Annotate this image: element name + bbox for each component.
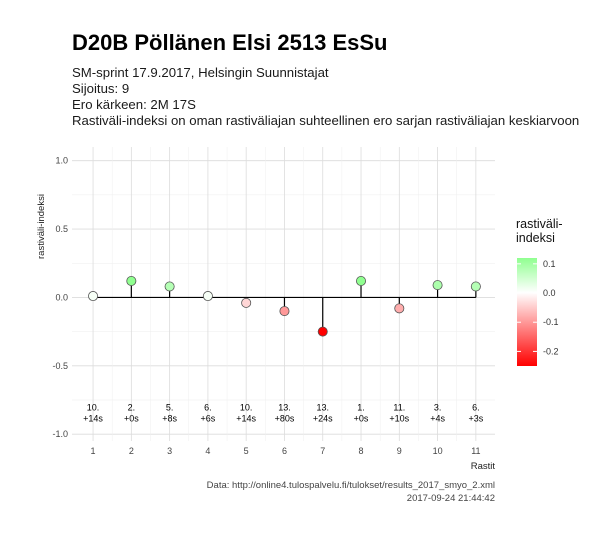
subtitle-event: SM-sprint 17.9.2017, Helsingin Suunnista… xyxy=(72,65,329,80)
data-point xyxy=(126,276,137,287)
data-point xyxy=(394,303,405,314)
data-point xyxy=(356,276,367,287)
annotation-rank: 1. xyxy=(357,402,365,412)
annotation-diff: +14s xyxy=(236,413,256,423)
plot-background xyxy=(72,147,495,441)
legend-tick-label: -0.1 xyxy=(543,317,559,327)
x-tick-label: 1 xyxy=(91,446,96,456)
data-point xyxy=(164,281,175,292)
x-tick-label: 4 xyxy=(205,446,210,456)
y-tick-label: 0.0 xyxy=(55,292,68,302)
annotation-rank: 13. xyxy=(278,402,291,412)
annotation-diff: +8s xyxy=(162,413,177,423)
legend-colorbar xyxy=(517,258,537,366)
x-tick-label: 5 xyxy=(244,446,249,456)
y-axis: 1.0 0.5 0.0 -0.5 -1.0 rastiväli-indeksi xyxy=(36,156,68,439)
y-tick-label: 1.0 xyxy=(55,156,68,166)
annotation-diff: +0s xyxy=(354,413,369,423)
annotation-rank: 10. xyxy=(240,402,253,412)
subtitle-description: Rastiväli-indeksi on oman rastiväliajan … xyxy=(72,113,580,128)
annotation-rank: 2. xyxy=(128,402,136,412)
data-point xyxy=(202,291,213,302)
annotation-rank: 3. xyxy=(434,402,442,412)
annotation-rank: 11. xyxy=(393,402,405,412)
x-tick-label: 8 xyxy=(359,446,364,456)
legend-tick-label: 0.1 xyxy=(543,259,556,269)
x-tick-label: 7 xyxy=(320,446,325,456)
annotation-rank: 6. xyxy=(472,402,480,412)
annotation-diff: +10s xyxy=(389,413,409,423)
annotation-diff: +6s xyxy=(201,413,216,423)
y-axis-title: rastiväli-indeksi xyxy=(36,194,47,259)
annotation-rank: 13. xyxy=(316,402,329,412)
x-tick-label: 10 xyxy=(433,446,443,456)
x-axis-title: Rastit xyxy=(471,461,496,472)
x-tick-label: 3 xyxy=(167,446,172,456)
legend-tick-label: -0.2 xyxy=(543,346,559,356)
data-point xyxy=(317,326,328,337)
y-tick-label: -0.5 xyxy=(52,361,68,371)
annotation-rank: 6. xyxy=(204,402,212,412)
timestamp-caption: 2017-09-24 21:44:42 xyxy=(406,493,495,504)
color-legend: rastiväli-indeksi 0.1 0.0 -0.1 -0.2 xyxy=(516,217,563,366)
annotation-rank: 10. xyxy=(87,402,100,412)
subtitle-rank: Sijoitus: 9 xyxy=(72,81,130,96)
x-tick-label: 6 xyxy=(282,446,287,456)
plot-panel xyxy=(72,147,495,441)
split-annotations: 10.+14s2.+0s5.+8s6.+6s10.+14s13.+80s13.+… xyxy=(83,402,484,423)
annotation-rank: 5. xyxy=(166,402,174,412)
data-point xyxy=(470,281,481,292)
x-tick-label: 9 xyxy=(397,446,402,456)
data-points xyxy=(88,276,481,337)
x-axis: 1 2 3 4 5 6 7 8 9 10 11 Rastit xyxy=(91,446,496,472)
legend-tick-label: 0.0 xyxy=(543,288,556,298)
x-tick-label: 2 xyxy=(129,446,134,456)
annotation-diff: +0s xyxy=(124,413,139,423)
legend-title: rastiväli- xyxy=(516,217,563,231)
annotation-diff: +80s xyxy=(275,413,295,423)
data-point xyxy=(241,297,252,308)
data-source-caption: Data: http://online4.tulospalvelu.fi/tul… xyxy=(206,480,495,491)
data-point xyxy=(432,280,443,291)
y-tick-label: -1.0 xyxy=(52,429,68,439)
data-point xyxy=(279,306,290,317)
annotation-diff: +24s xyxy=(313,413,333,423)
y-tick-label: 0.5 xyxy=(55,224,68,234)
subtitle-gap: Ero kärkeen: 2M 17S xyxy=(72,97,196,112)
data-point xyxy=(88,291,99,302)
annotation-diff: +4s xyxy=(430,413,445,423)
annotation-diff: +3s xyxy=(468,413,483,423)
legend-title: indeksi xyxy=(516,231,555,245)
chart-title: D20B Pöllänen Elsi 2513 EsSu xyxy=(72,30,388,55)
annotation-diff: +14s xyxy=(83,413,103,423)
x-tick-label: 11 xyxy=(471,446,480,456)
